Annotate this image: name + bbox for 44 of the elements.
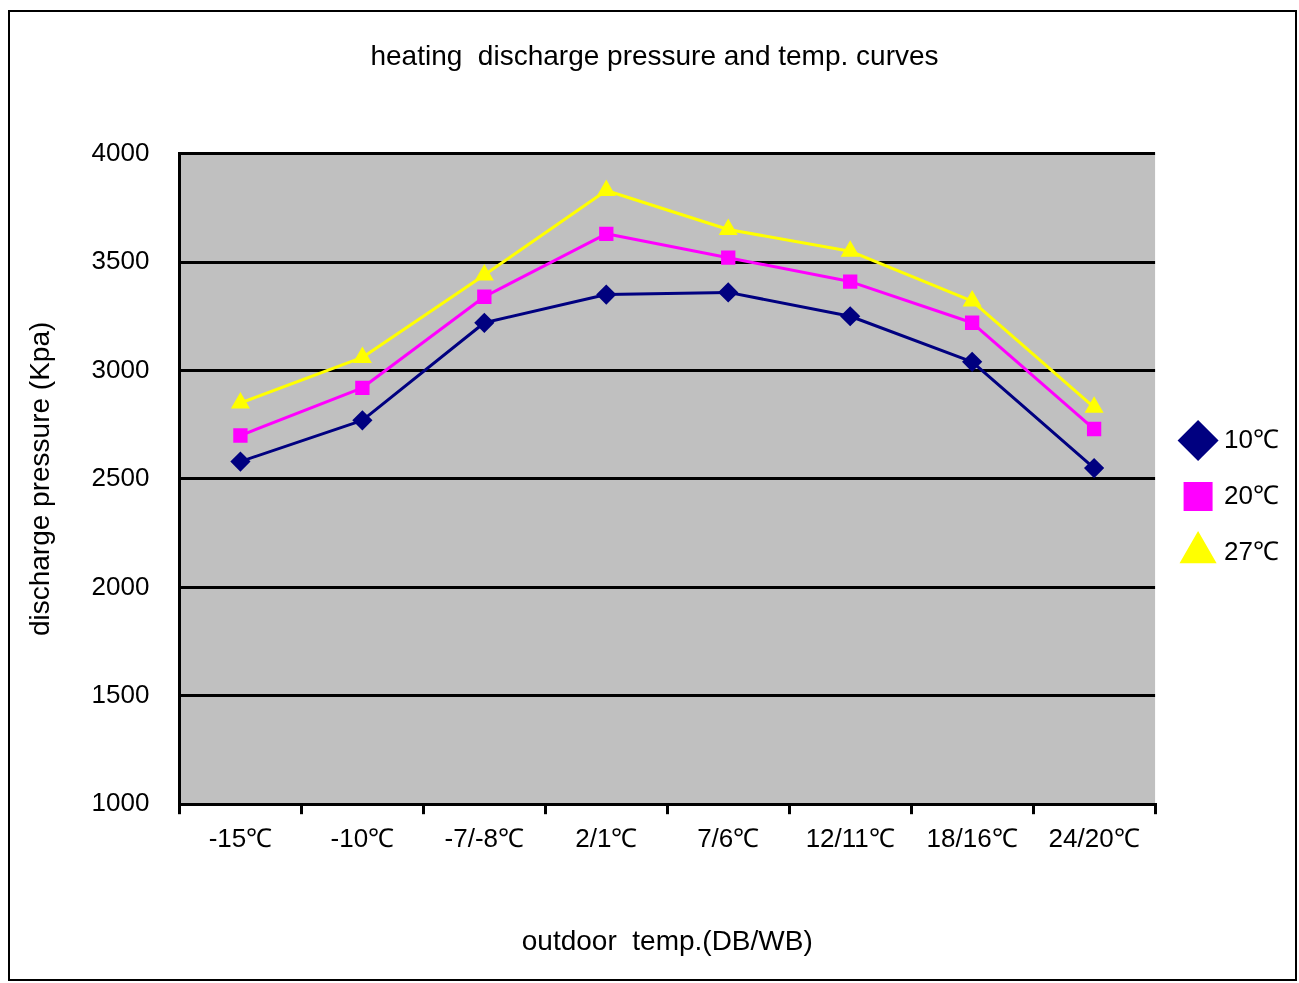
- x-tick-label: -7/-8℃: [444, 822, 525, 853]
- point: [475, 265, 493, 281]
- y-tick-label: 3500: [91, 245, 150, 276]
- y-tick-label: 2000: [91, 570, 150, 601]
- point: [962, 352, 982, 372]
- y-tick-label: 1500: [91, 678, 150, 709]
- x-tick-label: 12/11℃: [805, 822, 895, 853]
- y-tick-label: 2500: [91, 462, 150, 493]
- x-tick-label: 24/20℃: [1048, 822, 1140, 853]
- point: [964, 315, 980, 330]
- point: [230, 452, 250, 472]
- chart-title: heating discharge pressure and temp. curves: [370, 39, 939, 71]
- point: [231, 393, 249, 409]
- point: [352, 410, 372, 430]
- point: [1086, 421, 1102, 437]
- point: [841, 241, 859, 257]
- point: [843, 274, 858, 289]
- x-tick-label: 2/1℃: [575, 822, 638, 853]
- y-axis-title: discharge pressure (Kpa): [23, 321, 55, 637]
- point: [599, 226, 614, 241]
- y-tick-label: 1000: [91, 787, 150, 818]
- legend-label: 10℃: [1224, 423, 1279, 454]
- y-tick-label: 3000: [91, 353, 150, 384]
- point: [721, 250, 736, 265]
- x-tick-label: -10℃: [330, 822, 395, 853]
- x-tick-label: -15℃: [208, 822, 273, 853]
- point: [596, 285, 616, 305]
- point: [719, 220, 737, 235]
- x-tick-label: 18/16℃: [926, 822, 1018, 853]
- point: [1084, 458, 1104, 478]
- legend-label: 27℃: [1224, 535, 1279, 566]
- legend-label: 20℃: [1224, 479, 1279, 510]
- point: [355, 380, 370, 395]
- y-tick-label: 4000: [91, 136, 150, 167]
- point: [718, 282, 738, 302]
- point: [840, 306, 860, 326]
- point: [353, 347, 371, 363]
- point: [597, 180, 615, 196]
- point: [963, 291, 981, 307]
- point: [477, 289, 492, 304]
- point: [233, 428, 248, 443]
- x-axis-title: outdoor temp.(DB/WB): [521, 924, 813, 956]
- x-tick-label: 7/6℃: [697, 822, 760, 853]
- point: [474, 313, 494, 333]
